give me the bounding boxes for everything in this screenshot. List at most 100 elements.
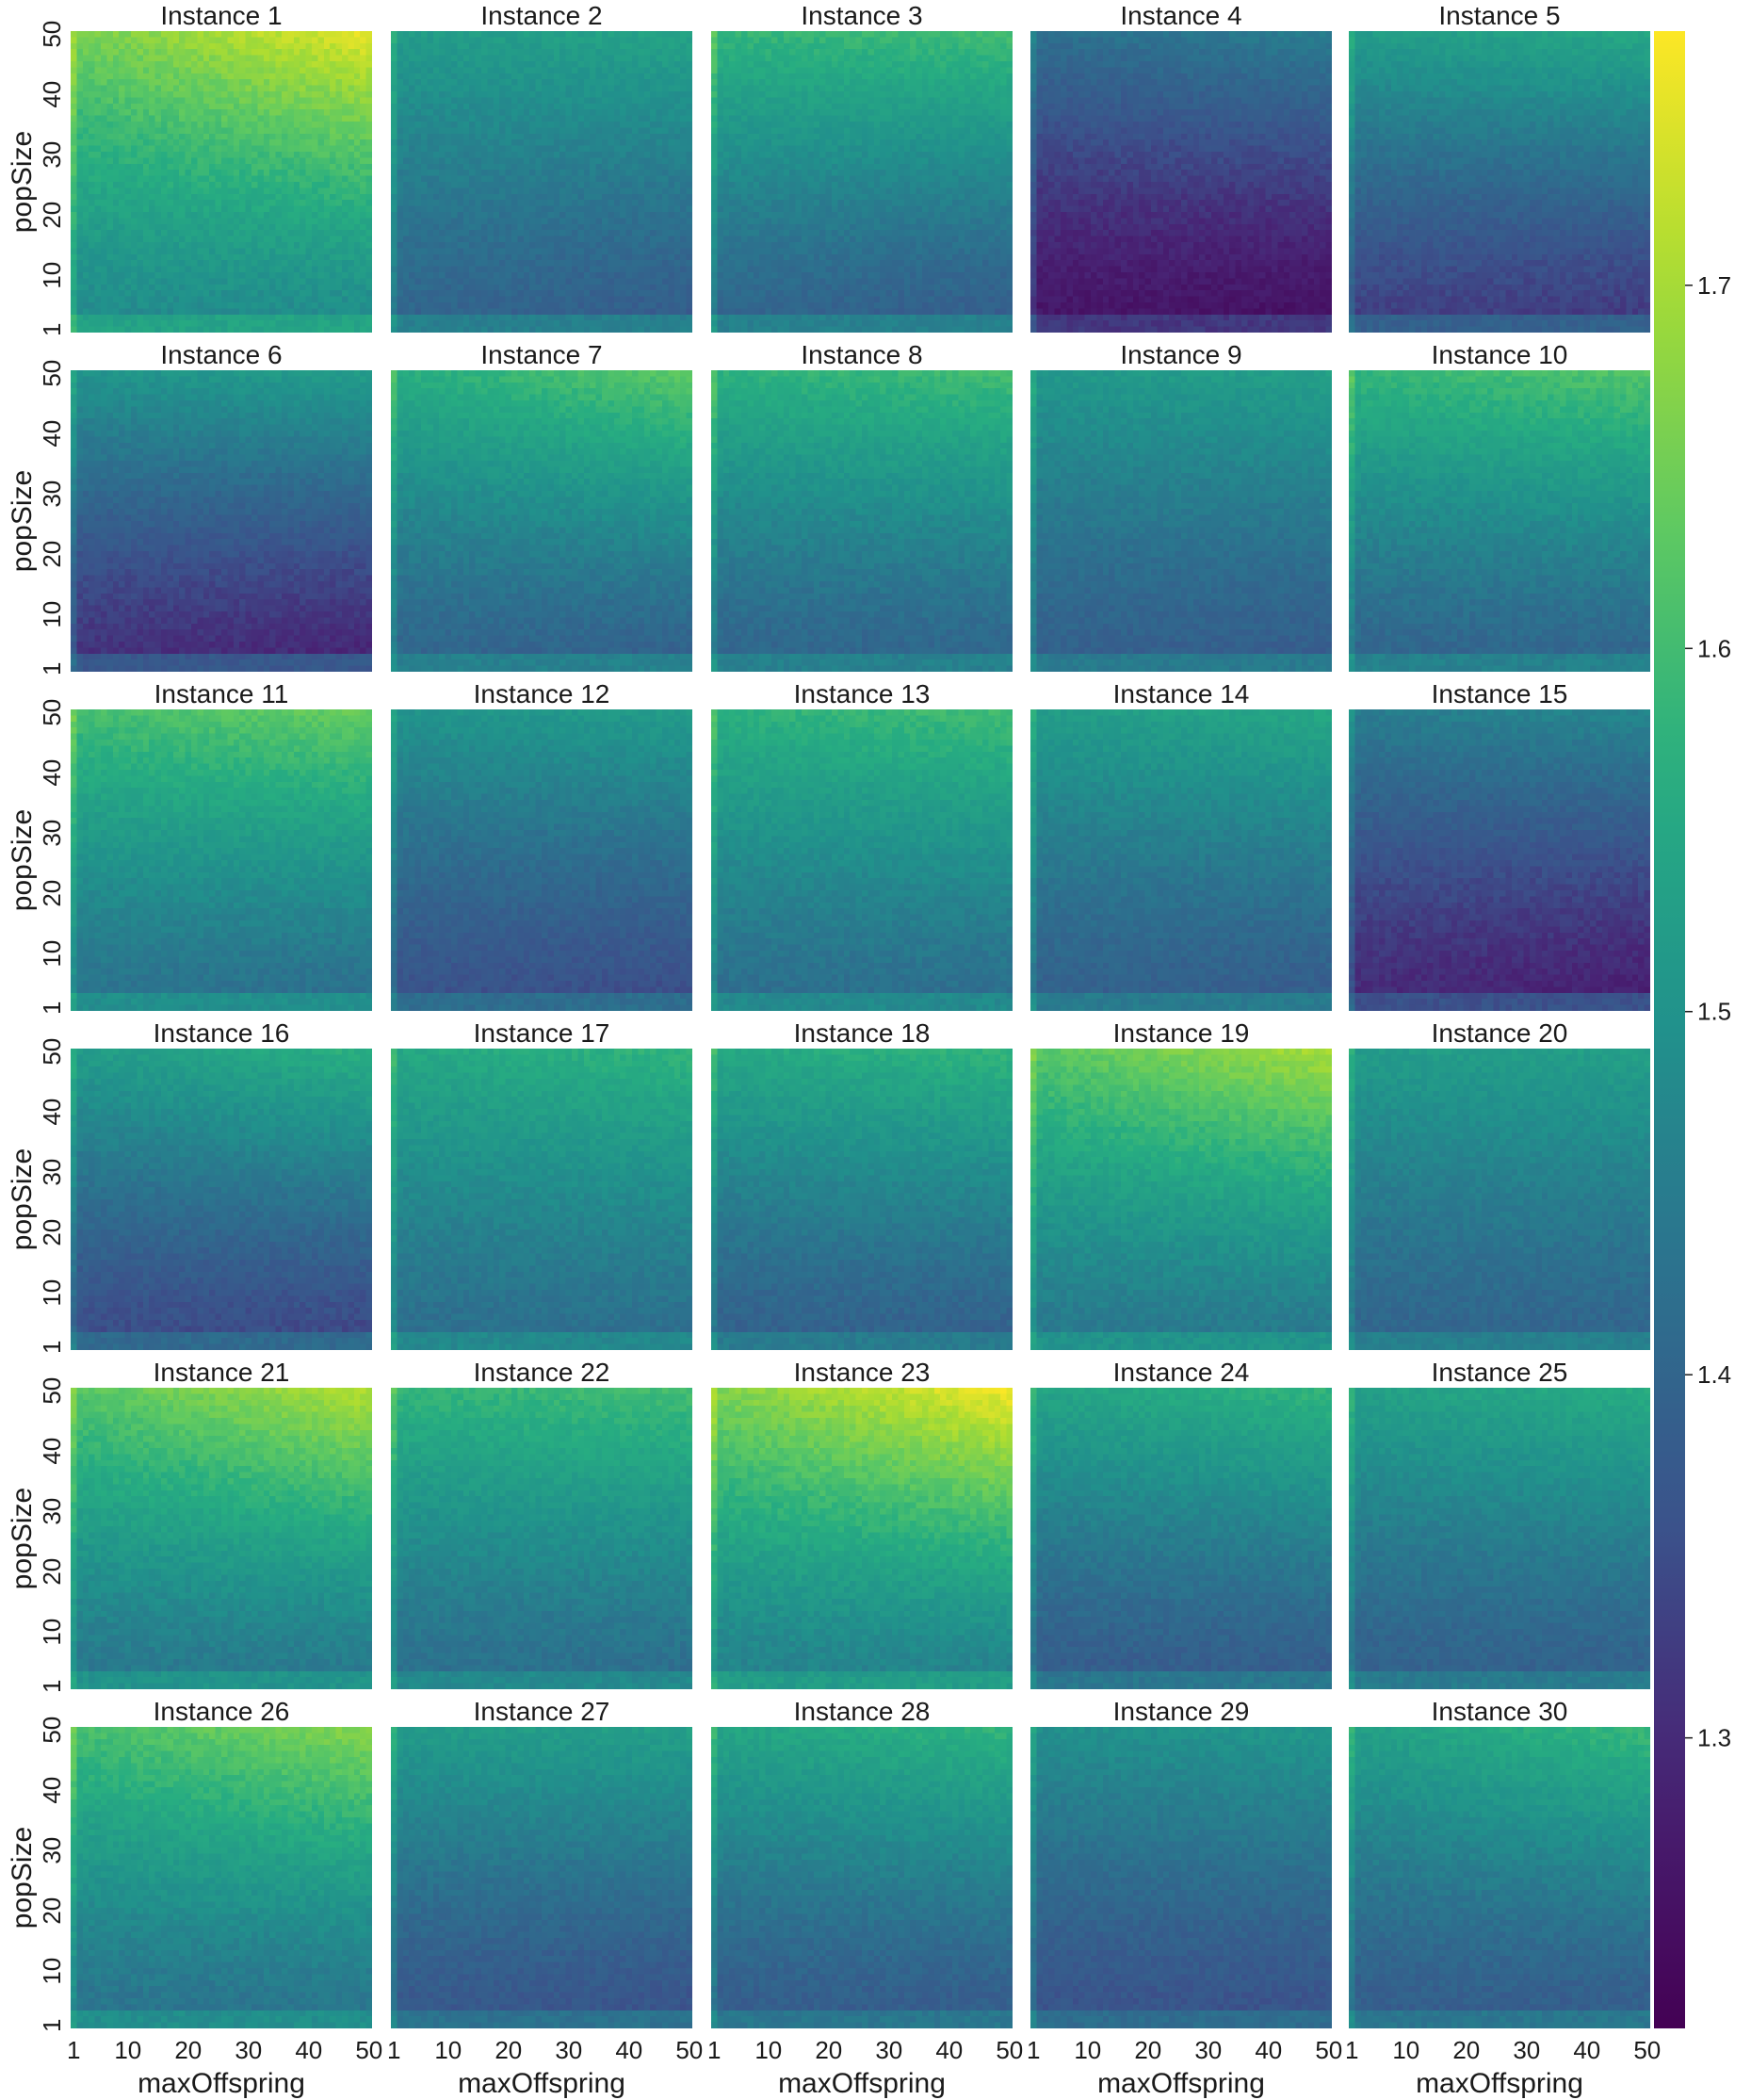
- y-tick-label: 30: [38, 1498, 66, 1525]
- y-axis-label: popSize: [7, 131, 38, 233]
- heatmap-panels: Instance 11 10 20 30 40 50 popSize Instance 2 In…: [7, 1, 1661, 2099]
- x-tick-label: 20: [174, 2036, 202, 2064]
- colorbar-tick-label: 1.6: [1697, 634, 1731, 662]
- panel-title: Instance 23: [794, 1358, 931, 1387]
- panel-title: Instance 27: [474, 1697, 610, 1726]
- x-tick-label: 20: [815, 2036, 842, 2064]
- heatmap-panel: Instance 30 1 10 20 30 40 50 maxOffspring: [1345, 1697, 1661, 2099]
- x-tick-label: 20: [1134, 2036, 1161, 2064]
- y-tick-label: 40: [38, 420, 66, 448]
- heatmap-panel: Instance 10: [1349, 340, 1650, 672]
- y-tick-label: 20: [38, 1558, 66, 1586]
- panel-title: Instance 16: [154, 1018, 290, 1048]
- panel-title: Instance 25: [1432, 1358, 1568, 1387]
- heatmap-panel: Instance 17: [391, 1018, 692, 1350]
- panel-title: Instance 22: [474, 1358, 610, 1387]
- x-tick-label: 50: [996, 2036, 1023, 2064]
- heatmap-cells: [391, 1388, 692, 1689]
- x-tick-label: 30: [875, 2036, 902, 2064]
- y-tick-label: 10: [38, 601, 66, 628]
- heatmap-cells: [1349, 370, 1650, 672]
- colorbar-tick-label: 1.7: [1697, 271, 1731, 300]
- x-tick-label: 10: [1074, 2036, 1101, 2064]
- heatmap-panel: Instance 16 1 10 20 30 40 50 popSize: [7, 1018, 372, 1354]
- panel-title: Instance 29: [1113, 1697, 1250, 1726]
- heatmap-cells: [391, 1049, 692, 1350]
- x-axis-label: maxOffspring: [778, 2068, 946, 2099]
- panel-title: Instance 3: [801, 1, 922, 30]
- heatmap-cells: [71, 1049, 372, 1350]
- panel-title: Instance 30: [1432, 1697, 1568, 1726]
- y-axis-label: popSize: [7, 1148, 38, 1250]
- panel-title: Instance 11: [154, 679, 289, 708]
- y-tick-label: 1: [38, 662, 66, 676]
- y-tick-label: 10: [38, 262, 66, 289]
- colorbar-tick-label: 1.4: [1697, 1360, 1731, 1389]
- x-tick-label: 1: [1027, 2036, 1040, 2064]
- x-tick-label: 30: [235, 2036, 262, 2064]
- heatmap-cells: [391, 1727, 692, 2028]
- panel-title: Instance 26: [154, 1697, 290, 1726]
- y-tick-label: 1: [38, 2019, 66, 2032]
- x-axis-label: maxOffspring: [1416, 2068, 1583, 2099]
- panel-title: Instance 18: [794, 1018, 931, 1048]
- x-tick-label: 40: [1255, 2036, 1282, 2064]
- heatmap-panel: Instance 22: [391, 1358, 692, 1689]
- heatmap-panel: Instance 29 1 10 20 30 40 50 maxOffspring: [1027, 1697, 1342, 2099]
- panel-title: Instance 24: [1113, 1358, 1250, 1387]
- y-axis-label: popSize: [7, 809, 38, 911]
- y-tick-label: 30: [38, 480, 66, 508]
- heatmap-cells: [1349, 31, 1650, 333]
- heatmap-cells: [1349, 1727, 1650, 2028]
- y-tick-label: 50: [38, 699, 66, 726]
- x-tick-label: 30: [1194, 2036, 1222, 2064]
- y-tick-label: 20: [38, 202, 66, 229]
- y-tick-label: 1: [38, 1680, 66, 1693]
- y-tick-label: 40: [38, 759, 66, 787]
- panel-title: Instance 12: [474, 679, 610, 708]
- x-axis-label: maxOffspring: [458, 2068, 625, 2099]
- heatmap-panel: Instance 2: [391, 1, 692, 333]
- heatmap-cells: [71, 1727, 372, 2028]
- heatmap-panel: Instance 24: [1030, 1358, 1332, 1689]
- heatmap-cells: [391, 370, 692, 672]
- heatmap-cells: [1030, 709, 1332, 1011]
- heatmap-cells: [1349, 709, 1650, 1011]
- panel-title: Instance 5: [1438, 1, 1560, 30]
- heatmap-panel: Instance 15: [1349, 679, 1650, 1011]
- heatmap-cells: [711, 709, 1013, 1011]
- y-tick-label: 20: [38, 880, 66, 907]
- panel-title: Instance 8: [801, 340, 922, 369]
- panel-title: Instance 17: [474, 1018, 610, 1048]
- heatmap-cells: [1030, 370, 1332, 672]
- heatmap-panel: Instance 21 1 10 20 30 40 50 popSize: [7, 1358, 372, 1693]
- x-tick-label: 30: [1513, 2036, 1540, 2064]
- x-tick-label: 40: [615, 2036, 642, 2064]
- heatmap-cells: [711, 31, 1013, 333]
- x-tick-label: 10: [434, 2036, 462, 2064]
- heatmap-panel: Instance 14: [1030, 679, 1332, 1011]
- y-tick-label: 20: [38, 541, 66, 568]
- y-tick-label: 30: [38, 141, 66, 169]
- heatmap-cells: [71, 1388, 372, 1689]
- x-tick-label: 50: [1315, 2036, 1342, 2064]
- panel-title: Instance 6: [160, 340, 282, 369]
- y-tick-label: 30: [38, 1159, 66, 1186]
- panel-title: Instance 21: [154, 1358, 290, 1387]
- heatmap-cells: [711, 1049, 1013, 1350]
- panel-title: Instance 19: [1113, 1018, 1250, 1048]
- x-tick-label: 1: [1345, 2036, 1358, 2064]
- x-tick-label: 50: [1633, 2036, 1661, 2064]
- heatmap-cells: [1030, 31, 1332, 333]
- heatmap-cells: [711, 1388, 1013, 1689]
- y-tick-label: 50: [38, 1377, 66, 1405]
- y-tick-label: 10: [38, 1619, 66, 1646]
- y-tick-label: 1: [38, 323, 66, 336]
- heatmap-panel: Instance 9: [1030, 340, 1332, 672]
- y-axis-label: popSize: [7, 1827, 38, 1929]
- y-tick-label: 20: [38, 1219, 66, 1246]
- heatmap-panel: Instance 11 1 10 20 30 40 50 popSize: [7, 679, 372, 1015]
- heatmap-panel: Instance 20: [1349, 1018, 1650, 1350]
- x-tick-label: 10: [114, 2036, 141, 2064]
- heatmap-panel: Instance 25: [1349, 1358, 1650, 1689]
